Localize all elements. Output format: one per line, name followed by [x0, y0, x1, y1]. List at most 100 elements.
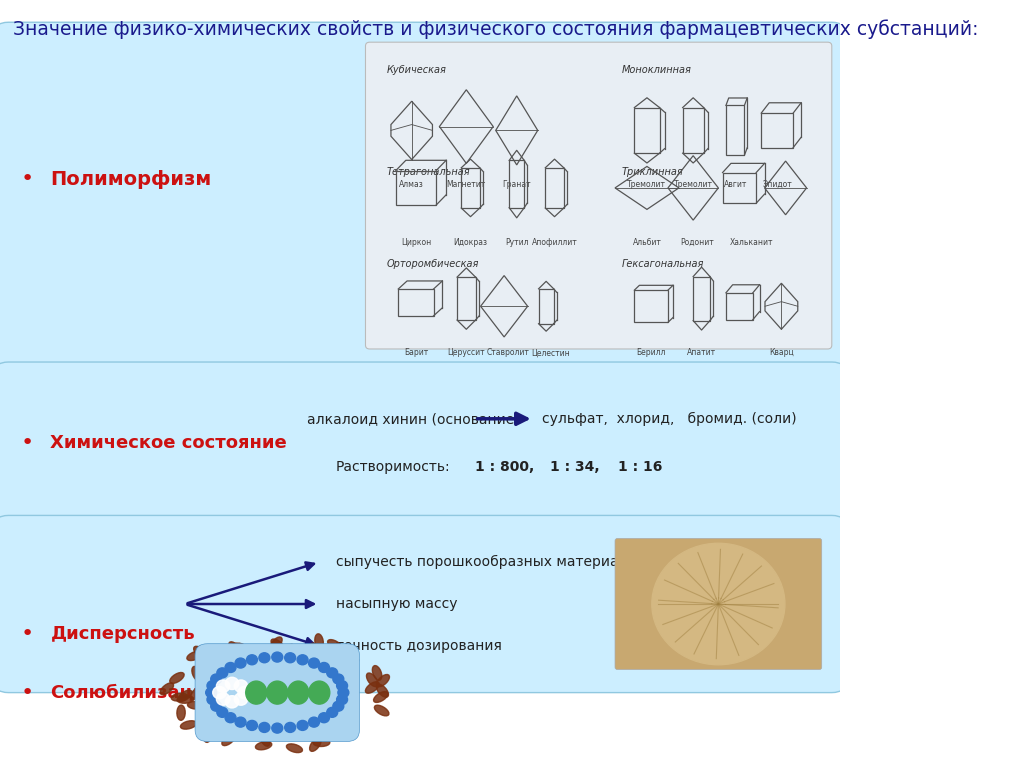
Circle shape	[234, 693, 248, 705]
Text: насыпную массу: насыпную массу	[336, 597, 458, 611]
Circle shape	[327, 707, 338, 717]
Polygon shape	[238, 644, 250, 656]
Polygon shape	[244, 646, 255, 660]
Polygon shape	[313, 739, 330, 746]
Text: Орторомбическая: Орторомбическая	[386, 259, 479, 269]
Polygon shape	[255, 742, 271, 750]
Text: 1 : 800,: 1 : 800,	[475, 460, 534, 474]
Text: Рутил: Рутил	[505, 238, 528, 247]
Polygon shape	[329, 650, 339, 665]
Circle shape	[308, 658, 319, 668]
Polygon shape	[255, 645, 264, 660]
Polygon shape	[377, 684, 388, 697]
Text: Кубическая: Кубическая	[386, 65, 446, 75]
Circle shape	[207, 680, 218, 690]
Circle shape	[225, 677, 239, 690]
Circle shape	[213, 686, 226, 699]
Text: Значение физико-химических свойств и физического состояния фармацевтических субс: Значение физико-химических свойств и физ…	[12, 19, 978, 39]
Circle shape	[225, 663, 236, 673]
Polygon shape	[270, 637, 283, 650]
Text: алкалоид хинин (основание): алкалоид хинин (основание)	[306, 412, 519, 426]
Text: Авгит: Авгит	[724, 180, 746, 189]
Circle shape	[338, 687, 349, 698]
Text: Магнетит: Магнетит	[446, 180, 486, 189]
Polygon shape	[171, 693, 187, 701]
Circle shape	[247, 720, 257, 730]
Ellipse shape	[246, 681, 267, 704]
Ellipse shape	[267, 681, 288, 704]
Circle shape	[211, 701, 221, 711]
Polygon shape	[260, 732, 270, 746]
Polygon shape	[342, 713, 357, 722]
Ellipse shape	[288, 681, 309, 704]
Polygon shape	[282, 644, 294, 657]
Text: Гранат: Гранат	[503, 180, 531, 189]
Text: Растворимость:: Растворимость:	[336, 460, 451, 474]
Circle shape	[318, 713, 330, 723]
Text: Химическое состояние: Химическое состояние	[50, 434, 287, 452]
Text: Апатит: Апатит	[687, 348, 716, 357]
Text: Тетрагональная: Тетрагональная	[386, 167, 470, 177]
Text: точность дозирования: точность дозирования	[336, 639, 502, 653]
Circle shape	[217, 707, 227, 717]
Polygon shape	[177, 696, 194, 703]
Circle shape	[225, 713, 236, 723]
Circle shape	[225, 696, 239, 708]
Circle shape	[206, 687, 217, 698]
Text: 1 : 34,: 1 : 34,	[550, 460, 600, 474]
Polygon shape	[180, 721, 197, 729]
Polygon shape	[373, 666, 382, 680]
Polygon shape	[345, 651, 358, 663]
Circle shape	[236, 717, 246, 727]
Circle shape	[247, 655, 257, 665]
Polygon shape	[287, 744, 302, 752]
Text: Тремолит: Тремолит	[628, 180, 667, 189]
FancyBboxPatch shape	[0, 362, 847, 524]
Polygon shape	[248, 729, 265, 736]
Polygon shape	[203, 727, 212, 742]
Circle shape	[285, 723, 296, 732]
Circle shape	[236, 658, 246, 668]
Polygon shape	[187, 702, 204, 709]
Circle shape	[308, 717, 319, 727]
Polygon shape	[170, 673, 184, 683]
Polygon shape	[205, 721, 221, 729]
Polygon shape	[178, 690, 191, 702]
Polygon shape	[226, 724, 234, 739]
Text: Моноклинная: Моноклинная	[622, 65, 691, 75]
Circle shape	[271, 652, 283, 662]
Text: Триклинная: Триклинная	[622, 167, 683, 177]
Text: Ставролит: Ставролит	[486, 348, 529, 357]
Text: Родонит: Родонит	[681, 238, 714, 247]
Polygon shape	[312, 726, 328, 736]
Text: Тремолит: Тремолит	[674, 180, 713, 189]
Text: Гексагональная: Гексагональная	[622, 259, 705, 269]
Polygon shape	[228, 642, 241, 655]
Polygon shape	[177, 705, 185, 720]
Circle shape	[333, 674, 344, 684]
Text: •: •	[22, 170, 34, 189]
Polygon shape	[328, 640, 342, 650]
Circle shape	[337, 695, 347, 705]
Text: Солюбилизация: Солюбилизация	[50, 683, 217, 702]
FancyBboxPatch shape	[0, 22, 847, 368]
Text: Альбит: Альбит	[633, 238, 662, 247]
Polygon shape	[309, 643, 317, 658]
FancyBboxPatch shape	[196, 644, 359, 742]
Polygon shape	[203, 716, 219, 724]
Text: 1 : 16: 1 : 16	[617, 460, 662, 474]
Text: Целестин: Целестин	[531, 348, 569, 357]
Text: •: •	[22, 683, 34, 703]
Polygon shape	[186, 651, 203, 660]
Ellipse shape	[309, 681, 330, 704]
Polygon shape	[299, 647, 310, 660]
Text: Эпидот: Эпидот	[762, 180, 792, 189]
Circle shape	[337, 680, 347, 690]
Polygon shape	[309, 738, 322, 752]
Polygon shape	[374, 692, 388, 703]
Polygon shape	[377, 674, 389, 686]
Polygon shape	[199, 728, 213, 739]
Text: Дисперсность: Дисперсность	[50, 625, 195, 643]
Text: сульфат,  хлорид,   бромид. (соли): сульфат, хлорид, бромид. (соли)	[542, 412, 797, 426]
Polygon shape	[191, 667, 202, 681]
